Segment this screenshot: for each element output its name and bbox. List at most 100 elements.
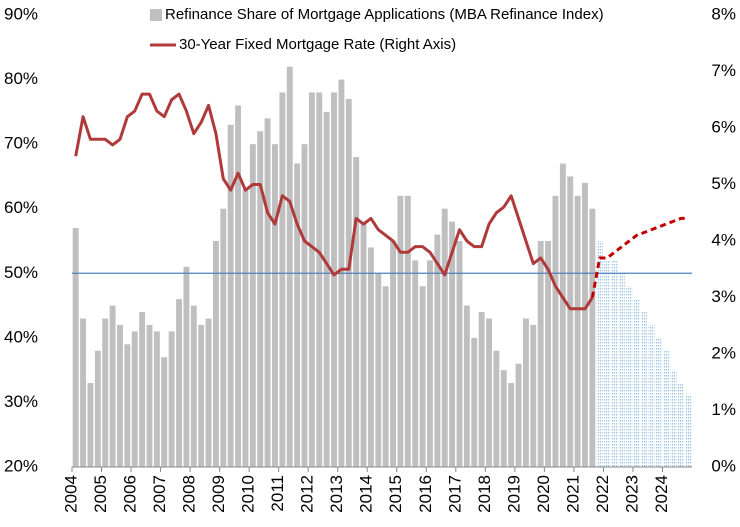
bar [139,312,146,467]
x-tick-label: 2022 [593,475,612,513]
bar [478,312,485,467]
bar [279,92,286,467]
bar [434,234,441,467]
bar [161,357,168,467]
y2-tick-label: 1% [711,400,736,419]
y2-tick-label: 2% [711,343,736,362]
bar [80,318,87,467]
bar [486,318,492,467]
bar [530,324,537,467]
x-tick-label: 2009 [209,475,228,513]
bar [235,105,242,468]
bar [264,118,271,468]
y-tick-label: 40% [4,327,38,346]
bar [117,324,123,467]
bar [331,92,337,467]
bar [663,350,670,467]
bar [294,163,301,467]
bar [500,370,507,467]
x-tick-label: 2013 [327,475,346,513]
legend-swatch [150,9,162,21]
bar [604,260,611,467]
y-tick-label: 70% [4,134,38,153]
bar [272,144,278,467]
bar [375,273,382,467]
bar [205,318,212,467]
bar [198,324,205,467]
bar [301,144,308,467]
x-tick-label: 2018 [475,475,494,513]
legend-label: 30-Year Fixed Mortgage Rate (Right Axis) [179,36,456,53]
bar [574,195,581,468]
x-tick-label: 2021 [563,475,582,513]
x-tick-label: 2016 [416,475,435,513]
bar [146,324,153,467]
y-tick-label: 20% [4,456,38,475]
x-tick-label: 2023 [622,475,641,513]
bar [109,305,116,467]
bar [537,241,544,467]
bar [87,383,94,467]
y-tick-label: 60% [4,198,38,217]
legend-label: Refinance Share of Mortgage Applications… [165,6,604,23]
bar [397,195,404,468]
bar [257,131,264,467]
bar [515,363,522,467]
bar [419,286,426,467]
y2-tick-label: 4% [711,230,736,249]
x-tick-label: 2012 [298,475,317,513]
bar [567,176,574,467]
bar [670,370,677,467]
x-tick-label: 2019 [504,475,523,513]
y-tick-label: 90% [4,4,38,23]
x-tick-label: 2024 [652,475,671,513]
x-tick-label: 2006 [121,475,140,513]
bar [183,266,190,467]
bar [249,144,256,467]
x-tick-label: 2020 [534,475,553,513]
bar [611,260,618,467]
x-tick-label: 2017 [445,475,464,513]
x-tick-label: 2011 [268,475,287,512]
bar [522,318,529,467]
line [590,216,689,298]
bar [390,241,397,467]
bar [404,195,411,468]
bar [493,350,500,467]
bar [308,92,315,467]
bar [367,247,374,467]
bar [412,260,419,467]
bar [508,383,515,467]
bar [456,241,463,467]
bar [353,157,360,468]
bar [242,189,249,468]
bar [582,182,588,467]
bar [427,260,433,467]
y-tick-label: 80% [4,69,38,88]
bar [168,331,175,467]
bar [131,331,138,467]
x-tick-label: 2007 [150,475,169,513]
bar [626,286,633,467]
x-tick-label: 2004 [61,475,80,513]
bar [220,208,227,467]
bar [471,337,478,467]
bar [655,337,662,467]
y2-tick-label: 7% [711,61,736,80]
bar [596,241,603,467]
bar [176,299,182,467]
bar [648,324,655,467]
bar [633,299,640,467]
bar [463,305,470,467]
bar [441,208,448,467]
bar [618,273,625,467]
bar [102,318,109,467]
x-tick-label: 2015 [386,475,405,513]
bar [677,383,684,467]
y2-tick-label: 5% [711,174,736,193]
bar [286,66,293,468]
bar [212,241,219,467]
bar [641,312,647,467]
bar [360,221,367,467]
